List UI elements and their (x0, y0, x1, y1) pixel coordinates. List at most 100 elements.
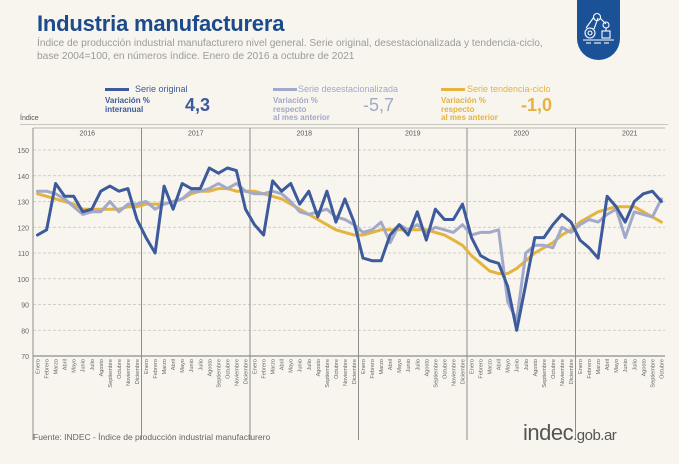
legend-value-seasonal: -5,7 (363, 95, 395, 115)
month-tick-label: Octubre (442, 359, 448, 379)
month-tick-label: Marzo (162, 359, 168, 375)
robot-arm-icon (583, 12, 614, 44)
subtitle-line-2: base 2004=100, en números índice. Enero … (37, 50, 355, 62)
month-tick-label: Febrero (587, 359, 593, 379)
month-tick-label: Diciembre (135, 359, 141, 384)
legend-desc-original: Variación % interanual (105, 96, 185, 114)
month-tick-label: Agosto (316, 359, 322, 376)
month-tick-label: Octubre (117, 359, 123, 379)
year-label: 2018 (296, 131, 312, 138)
year-label: 2017 (188, 131, 204, 138)
legend-desc-line1: Variación % respecto (273, 96, 318, 114)
legend-label-original: Serie original (135, 84, 188, 94)
legend-desc-line2: interanual (105, 104, 144, 114)
month-tick-label: Junio (406, 359, 412, 372)
month-tick-label: Noviembre (560, 359, 566, 386)
series-line-serie-original (36, 166, 663, 332)
legend-swatch-original (105, 88, 129, 91)
month-tick-label: Diciembre (352, 359, 358, 384)
month-tick-label: Junio (298, 359, 304, 372)
month-tick-label: Agosto (99, 359, 105, 376)
month-tick-label: Julio (632, 359, 638, 371)
month-tick-label: Marzo (488, 359, 494, 375)
month-tick-label: Junio (81, 359, 87, 372)
y-tick-label: 130 (17, 200, 29, 207)
month-tick-label: Septiembre (650, 359, 656, 388)
month-tick-label: Julio (307, 359, 313, 371)
y-tick-label: 150 (17, 148, 29, 155)
year-label: 2019 (405, 131, 421, 138)
legend-desc-line2: al mes anterior (273, 113, 330, 122)
indec-logo: indec.gob.ar (523, 420, 617, 446)
y-tick-label: 140 (17, 174, 29, 181)
month-tick-label: Mayo (72, 359, 78, 373)
month-tick-label: Junio (189, 359, 195, 372)
month-tick-label: Enero (144, 359, 150, 374)
year-label: 2016 (79, 131, 95, 138)
y-tick-label: 120 (17, 225, 29, 232)
legend-value-original: 4,3 (185, 95, 211, 115)
month-tick-label: Agosto (641, 359, 647, 376)
month-tick-label: Marzo (271, 359, 277, 375)
brand-suffix: .gob.ar (573, 427, 617, 444)
month-tick-label: Enero (36, 359, 42, 374)
year-label: 2020 (513, 131, 529, 138)
month-tick-label: Abril (63, 359, 69, 370)
month-tick-label: Febrero (45, 359, 51, 379)
y-tick-label: 90 (21, 303, 29, 310)
month-tick-label: Febrero (370, 359, 376, 379)
subtitle-line-1: Índice de producción industrial manufact… (37, 38, 543, 49)
month-tick-label: Enero (361, 359, 367, 374)
legend-desc-line1: Variación % respecto (441, 96, 486, 114)
month-tick-label: Febrero (153, 359, 159, 379)
month-tick-label: Octubre (551, 359, 557, 379)
y-tick-label: 100 (17, 277, 29, 284)
month-tick-label: Octubre (659, 359, 665, 379)
month-tick-label: Mayo (614, 359, 620, 373)
month-tick-label: Junio (515, 359, 521, 372)
month-tick-label: Noviembre (343, 359, 349, 386)
legend-value-trend: -1,0 (521, 95, 553, 115)
month-tick-label: Julio (198, 359, 204, 371)
month-tick-label: Enero (578, 359, 584, 374)
month-tick-label: Agosto (424, 359, 430, 376)
month-tick-label: Septiembre (216, 359, 222, 388)
y-tick-label: 80 (21, 328, 29, 335)
legend-desc-seasonal: Variación % respecto al mes anterior (273, 96, 353, 123)
legend-label-seasonal: Serie desestacionalizada (298, 84, 399, 94)
month-tick-label: Marzo (596, 359, 602, 375)
month-tick-label: Septiembre (433, 359, 439, 388)
legend-desc-line2: al mes anterior (441, 113, 498, 122)
month-tick-label: Mayo (180, 359, 186, 373)
y-tick-label: 110 (18, 251, 29, 258)
month-tick-label: Septiembre (108, 359, 114, 388)
month-tick-label: Noviembre (451, 359, 457, 386)
month-tick-label: Junio (623, 359, 629, 372)
month-tick-label: Septiembre (542, 359, 548, 388)
month-tick-label: Agosto (533, 359, 539, 376)
month-tick-label: Abril (497, 359, 503, 370)
month-tick-label: Febrero (479, 359, 485, 379)
month-tick-label: Abril (605, 359, 611, 370)
month-tick-label: Julio (524, 359, 530, 371)
legend-swatch-trend (441, 88, 465, 91)
month-tick-label: Abril (388, 359, 394, 370)
month-tick-label: Mayo (506, 359, 512, 373)
year-label: 2021 (622, 131, 638, 138)
brand-main: indec (523, 420, 574, 445)
month-tick-label: Septiembre (325, 359, 331, 388)
month-tick-label: Diciembre (569, 359, 575, 384)
month-tick-label: Octubre (334, 359, 340, 379)
month-tick-label: Diciembre (460, 359, 466, 384)
month-tick-label: Mayo (289, 359, 295, 373)
legend-swatch-seasonal (273, 88, 297, 91)
y-tick-label: 70 (21, 354, 29, 361)
month-tick-label: Mayo (397, 359, 403, 373)
month-tick-label: Enero (253, 359, 259, 374)
month-tick-label: Febrero (262, 359, 268, 379)
sector-badge (577, 0, 620, 60)
legend-label-trend: Serie tendencia-ciclo (467, 84, 551, 94)
month-tick-label: Abril (280, 359, 286, 370)
month-tick-label: Marzo (379, 359, 385, 375)
